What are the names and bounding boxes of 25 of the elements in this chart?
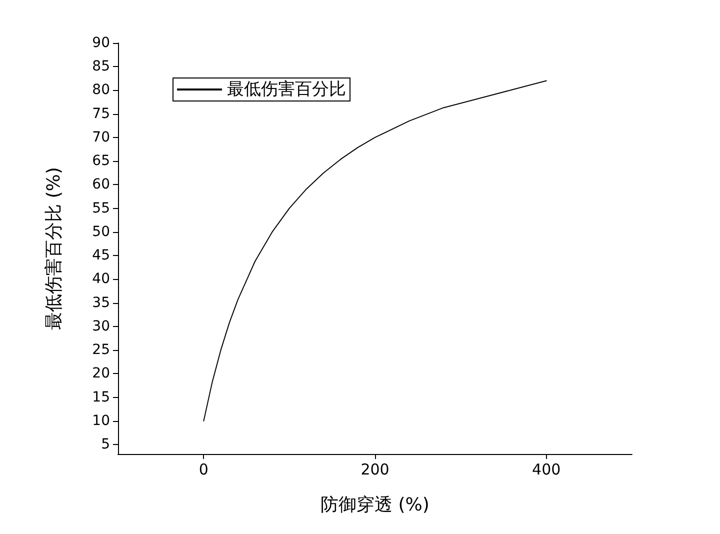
- y-tick-label: 25: [92, 342, 110, 358]
- y-tick-label: 75: [92, 106, 110, 122]
- y-tick-label: 90: [92, 35, 110, 51]
- y-tick-label: 65: [92, 153, 110, 170]
- y-tick-label: 60: [92, 176, 110, 193]
- x-tick-label: 400: [532, 460, 561, 478]
- y-tick-label: 40: [92, 271, 110, 288]
- x-tick-label: 200: [360, 460, 390, 478]
- x-tick-label: 0: [198, 460, 208, 478]
- y-tick-label: 85: [92, 58, 110, 75]
- y-tick-label: 20: [92, 366, 110, 382]
- line-series: [203, 80, 547, 422]
- y-tick-label: 5: [101, 436, 110, 453]
- y-tick-label: 70: [92, 129, 110, 146]
- y-tick-label: 80: [92, 82, 110, 98]
- y-tick-label: 45: [92, 248, 110, 264]
- y-tick-label: 10: [92, 412, 110, 429]
- y-tick-label: 55: [92, 200, 110, 216]
- legend-label: 最低伤害百分比: [227, 80, 346, 100]
- y-tick-label: 50: [92, 224, 110, 240]
- x-axis-title: 防御穿透 (%): [320, 494, 430, 516]
- y-axis-title: 最低伤害百分比 (%): [44, 167, 64, 330]
- y-tick-label: 35: [92, 294, 110, 311]
- y-tick-label: 15: [92, 389, 110, 406]
- y-tick-label: 30: [92, 318, 110, 334]
